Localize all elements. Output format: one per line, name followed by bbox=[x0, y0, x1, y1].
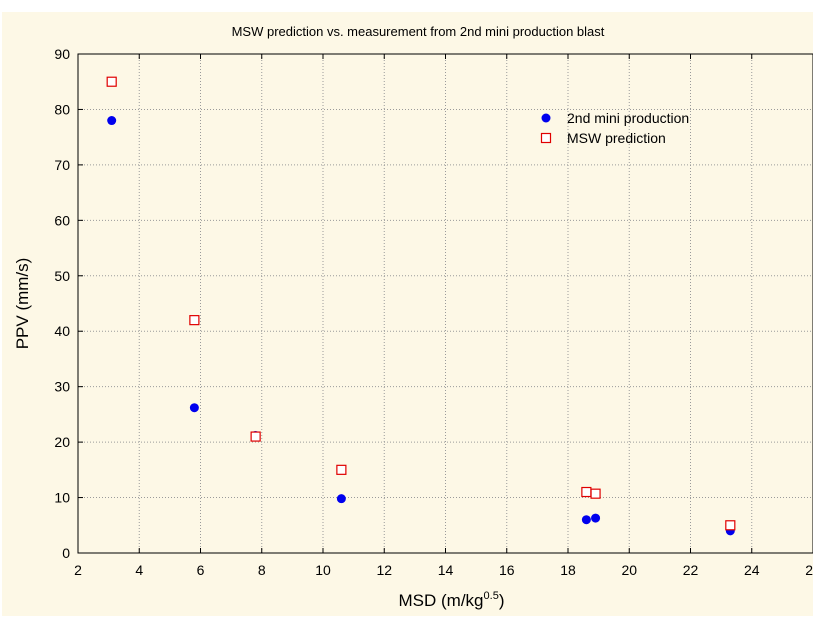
legend-marker-1 bbox=[540, 132, 552, 144]
x-tick-label: 10 bbox=[315, 562, 331, 578]
point-series-0 bbox=[581, 515, 591, 525]
point-series-0 bbox=[591, 513, 601, 523]
y-tick-label: 40 bbox=[54, 323, 70, 339]
x-axis-title-main: MSD (m/kg bbox=[399, 591, 484, 610]
legend-marker-0 bbox=[541, 113, 551, 123]
y-tick-label: 20 bbox=[54, 434, 70, 450]
point-series-1 bbox=[590, 488, 601, 499]
x-tick-label: 8 bbox=[258, 562, 266, 578]
y-tick-label: 0 bbox=[62, 545, 70, 561]
x-tick-label: 24 bbox=[744, 562, 760, 578]
point-series-0 bbox=[189, 403, 199, 413]
x-tick-label: 14 bbox=[438, 562, 454, 578]
x-tick-label: 16 bbox=[499, 562, 515, 578]
y-tick-label: 50 bbox=[54, 268, 70, 284]
y-tick-label: 80 bbox=[54, 101, 70, 117]
x-tick-label: 26 bbox=[805, 562, 813, 578]
x-tick-label: 6 bbox=[197, 562, 205, 578]
y-axis-title: PPV (mm/s) bbox=[13, 258, 32, 350]
point-series-1 bbox=[189, 315, 200, 326]
grid-lines bbox=[78, 54, 813, 553]
x-tick-label: 4 bbox=[135, 562, 143, 578]
x-axis-title-superscript: 0.5 bbox=[484, 590, 499, 602]
y-tick-label: 30 bbox=[54, 379, 70, 395]
legend-label-0: 2nd mini production bbox=[567, 110, 689, 126]
x-tick-label: 20 bbox=[621, 562, 637, 578]
x-tick-label: 12 bbox=[376, 562, 392, 578]
chart-title: MSW prediction vs. measurement from 2nd … bbox=[232, 24, 605, 39]
data-points bbox=[106, 76, 736, 536]
legend-label-1: MSW prediction bbox=[567, 130, 666, 146]
x-tick-label: 2 bbox=[74, 562, 82, 578]
x-tick-label: 18 bbox=[560, 562, 576, 578]
y-tick-label: 60 bbox=[54, 212, 70, 228]
point-series-1 bbox=[250, 431, 261, 442]
point-series-1 bbox=[581, 486, 592, 498]
legend: 2nd mini production MSW prediction bbox=[540, 110, 689, 146]
y-tick-labels: 0 10 20 30 40 50 60 70 80 90 bbox=[54, 46, 70, 561]
point-series-1 bbox=[336, 464, 347, 475]
point-series-0 bbox=[336, 494, 346, 504]
x-tick-label: 22 bbox=[683, 562, 699, 578]
point-series-1 bbox=[106, 76, 117, 87]
chart-background bbox=[2, 12, 813, 616]
axis-ticks bbox=[77, 53, 813, 554]
point-series-1 bbox=[725, 520, 736, 531]
x-axis-title: MSD (m/kg0.5) bbox=[399, 590, 505, 610]
y-tick-label: 70 bbox=[54, 157, 70, 173]
y-tick-label: 10 bbox=[54, 490, 70, 506]
x-tick-labels: 2468101214161820222426 bbox=[74, 562, 813, 578]
point-series-0 bbox=[107, 116, 117, 126]
y-tick-label: 90 bbox=[54, 46, 70, 62]
x-axis-title-close: ) bbox=[499, 591, 505, 610]
